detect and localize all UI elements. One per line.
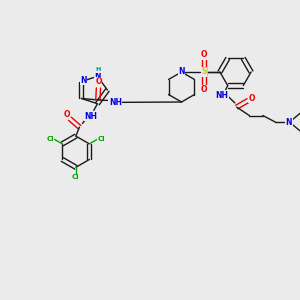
Text: Cl: Cl bbox=[46, 136, 54, 142]
Text: N: N bbox=[286, 118, 292, 127]
Text: S: S bbox=[201, 68, 207, 76]
Text: O: O bbox=[64, 110, 70, 119]
Text: NH: NH bbox=[109, 98, 122, 107]
Text: N: N bbox=[178, 68, 185, 76]
Text: O: O bbox=[248, 94, 255, 103]
Text: H: H bbox=[95, 67, 101, 72]
Text: N: N bbox=[80, 76, 86, 85]
Text: Cl: Cl bbox=[98, 136, 105, 142]
Text: O: O bbox=[201, 50, 207, 58]
Text: O: O bbox=[201, 85, 207, 94]
Text: N: N bbox=[94, 72, 101, 81]
Text: O: O bbox=[95, 77, 102, 86]
Text: Cl: Cl bbox=[72, 175, 80, 181]
Text: NH: NH bbox=[215, 91, 228, 100]
Text: NH: NH bbox=[84, 112, 97, 121]
